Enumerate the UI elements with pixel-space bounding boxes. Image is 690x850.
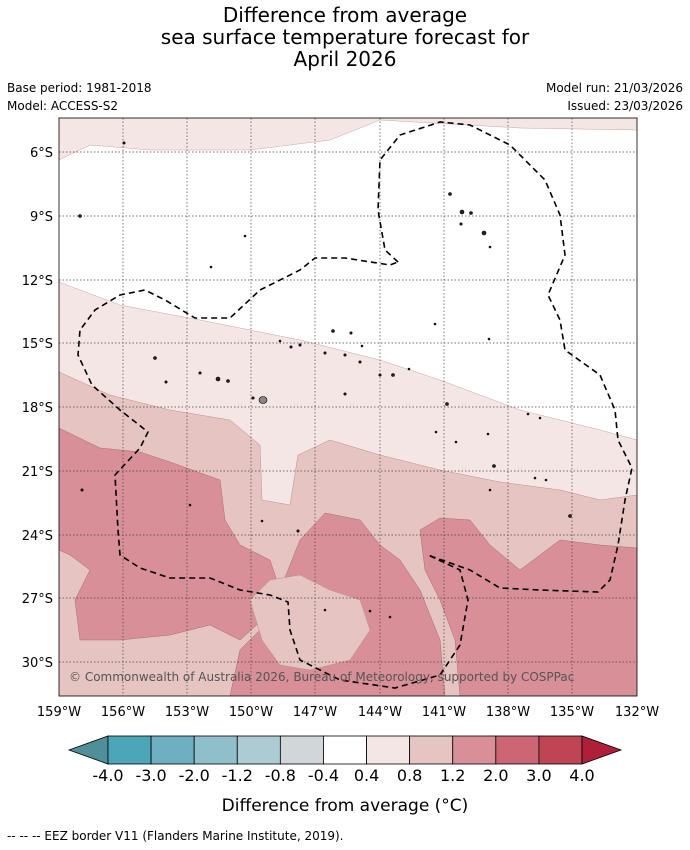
issued-date: Issued: 23/03/2026: [567, 99, 683, 113]
lon-label: 156°W: [101, 705, 145, 720]
eez-borders: [77, 121, 633, 689]
lon-label: 150°W: [229, 705, 273, 720]
colorbar-extend-low: [67, 735, 109, 765]
colorbar-tick-label: 1.2: [440, 766, 465, 785]
meta-left: Base period: 1981-2018 Model: ACCESS-S2: [7, 79, 152, 115]
lon-label: 138°W: [486, 705, 530, 720]
meta-right: Model run: 21/03/2026 Issued: 23/03/2026: [546, 79, 683, 115]
eez-footnote: -- -- -- EEZ border V11 (Flanders Marine…: [7, 829, 344, 843]
colorbar-bin: [193, 735, 238, 765]
colorbar-tick-label: -1.2: [222, 766, 253, 785]
lat-label: 15°S: [22, 337, 53, 352]
copyright-text: © Commonwealth of Australia 2026, Bureau…: [69, 670, 574, 684]
lon-label: 141°W: [422, 705, 466, 720]
colorbar-bin: [452, 735, 497, 765]
colorbar-bin: [409, 735, 454, 765]
lat-label: 6°S: [30, 146, 53, 161]
lat-label: 27°S: [22, 592, 53, 607]
lon-label: 153°W: [165, 705, 209, 720]
colorbar-bin: [150, 735, 195, 765]
model-run: Model run: 21/03/2026: [545, 81, 683, 95]
lat-label: 24°S: [22, 529, 53, 544]
map-frame: [58, 117, 638, 697]
title-line-2: sea surface temperature forecast for: [160, 25, 530, 49]
colorbar-tick-label: 3.0: [526, 766, 551, 785]
lon-label: 135°W: [550, 705, 594, 720]
lat-labels: 6°S 9°S 12°S 15°S 18°S 21°S 24°S 27°S 30…: [22, 146, 53, 671]
colorbar-tick-label: -3.0: [135, 766, 166, 785]
anomaly-field: [59, 118, 637, 696]
title-line-1: Difference from average: [222, 3, 468, 27]
lon-labels: 159°W 156°W 153°W 150°W 147°W 144°W 141°…: [37, 705, 659, 720]
lon-label: 132°W: [615, 705, 659, 720]
colorbar-tick-label: -0.8: [265, 766, 296, 785]
colorbar-tick-label: -0.4: [308, 766, 339, 785]
map-title: Difference from average sea surface temp…: [0, 4, 690, 70]
colorbar-label: Difference from average (°C): [222, 796, 469, 816]
colorbar-bin: [495, 735, 540, 765]
colorbar-bin: [538, 735, 583, 765]
colorbar-tick-label: 2.0: [483, 766, 508, 785]
colorbar-tick-label: -4.0: [92, 766, 123, 785]
colorbar: -4.0 -3.0 -2.0 -1.2 -0.8 -0.4 0.4 0.8 1.2 2.0 3.0 4…: [67, 735, 623, 785]
islands: [78, 141, 572, 619]
colorbar-tick-label: 0.8: [397, 766, 422, 785]
colorbar-extend-high: [581, 735, 623, 765]
lat-label: 18°S: [22, 401, 53, 416]
lat-label: 30°S: [22, 656, 53, 671]
lon-label: 147°W: [293, 705, 337, 720]
colorbar-tick-label: -2.0: [179, 766, 210, 785]
lon-label: 159°W: [37, 705, 81, 720]
colorbar-bin: [323, 735, 367, 765]
lat-label: 21°S: [22, 465, 53, 480]
colorbar-bin: [107, 735, 152, 765]
lat-label: 12°S: [22, 274, 53, 289]
band-0-4-north: [59, 118, 637, 161]
colorbar-bin: [366, 735, 411, 765]
colorbar-tick-label: 4.0: [569, 766, 594, 785]
colorbar-tick-label: 0.4: [354, 766, 379, 785]
colorbar-bin: [279, 735, 324, 765]
model-name: Model: ACCESS-S2: [7, 99, 119, 113]
base-period: Base period: 1981-2018: [7, 81, 152, 95]
lon-label: 144°W: [358, 705, 402, 720]
colorbar-bin: [236, 735, 281, 765]
title-line-3: April 2026: [293, 47, 397, 71]
lat-label: 9°S: [30, 210, 53, 225]
band-1-2-east: [419, 517, 637, 696]
